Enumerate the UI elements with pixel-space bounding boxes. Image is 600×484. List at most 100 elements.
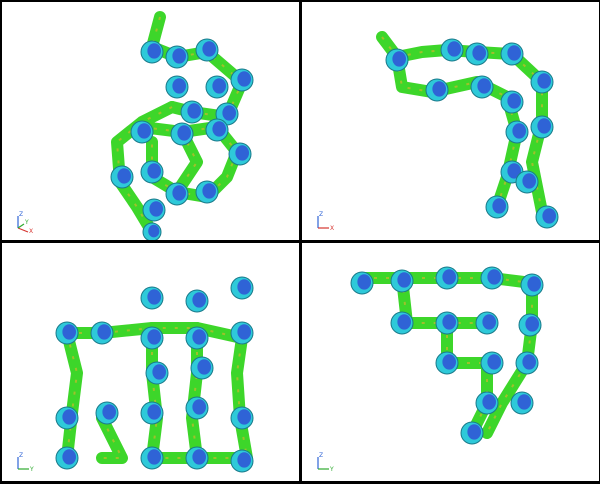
node-blob-core [442,354,457,370]
node-blob-core [507,163,522,179]
node-blob-core [537,118,552,134]
node-blob-core [187,103,202,119]
node-blob-core [62,324,77,340]
node-blob-core [442,314,457,330]
z-axis-label: Z [19,452,23,459]
tube-segment [396,272,493,329]
node-blob-core [237,71,252,87]
node-blob-core [197,359,212,375]
z-axis-label: Z [319,452,323,459]
node-blob-core [237,324,252,340]
node-blob-core [149,201,164,217]
node-blob-core [202,183,217,199]
node-blob-core [212,78,227,94]
node-blob-core [537,73,552,89]
y-axis-label: Y [24,219,29,226]
molecular-structure-render[interactable] [302,2,599,240]
node-blob-core [482,394,497,410]
node-blob-core [147,289,162,305]
tube-highlight [141,125,239,199]
node-blob-core [62,409,77,425]
viewport-bottom-left[interactable]: Z Y [2,243,299,481]
node-blob-core [507,45,522,61]
node-blob-core [522,354,537,370]
axis-triad: Z Y [317,452,334,473]
tube-highlight [115,106,173,233]
molecular-structure-render[interactable] [2,2,299,240]
node-blob-core [522,173,537,189]
node-blob-core [172,185,187,201]
molecular-structure-render[interactable] [302,243,599,481]
structure-group [110,11,254,240]
node-blob-core [192,449,207,465]
node-blob-core [172,78,187,94]
node-blob-core [172,48,187,64]
node-blob-core [147,329,162,345]
node-blob-core [147,404,162,420]
structure-group [350,266,544,445]
tube-segment [391,51,523,213]
tube-highlight [101,417,124,459]
node-blob-core [192,399,207,415]
tube-highlight [66,332,79,459]
x-axis-label: X [330,225,334,232]
node-blob-core [237,279,252,295]
node-blob-core [392,51,407,67]
node-blob-core [147,163,162,179]
viewport-top-left[interactable]: Z Y X [2,2,299,240]
x-axis-label: X [29,228,33,234]
node-blob-core [472,45,487,61]
node-blob-core [202,41,217,57]
node-blob-core [212,121,227,137]
node-blob-core [525,316,540,332]
node-blob-core [482,314,497,330]
node-blob-core [235,145,250,161]
y-axis-label: Y [329,466,334,473]
node-blob-core [117,168,132,184]
node-blob-core [507,93,522,109]
x-axis-line [17,227,29,233]
viewport-bottom-right[interactable]: Z Y [302,243,599,481]
y-axis-label: Y [29,466,34,473]
node-blob-core [542,208,557,224]
node-blob-core [222,105,237,121]
node-blob-core [467,424,482,440]
node-blob-core [397,272,412,288]
node-blob-core [152,364,167,380]
node-blob-core [477,78,492,94]
node-blob-core [62,449,77,465]
node-blob-core [517,394,532,410]
structure-group [376,31,559,229]
node-blob-core [237,409,252,425]
structure-group [55,276,254,473]
node-blob-core [192,329,207,345]
node-blob-core [397,314,412,330]
node-blob-core [148,224,160,238]
node-blob-core [487,354,502,370]
node-blob-core [487,269,502,285]
node-blob-core [442,269,457,285]
axis-triad: Z X [317,211,334,232]
axis-triad: Z Y X [17,211,33,234]
tube-highlight [381,36,543,213]
node-blob-core [102,404,117,420]
tube-highlight [446,323,488,434]
node-blob-core [447,41,462,57]
tube-highlight [190,328,198,459]
z-axis-label: Z [319,211,323,218]
node-blob-core [527,276,542,292]
node-blob-core [97,324,112,340]
node-blob-core [147,449,162,465]
node-blob-core [492,198,507,214]
node-blob-core [177,125,192,141]
node-blob-core [147,43,162,59]
node-blob-core [237,452,252,468]
node-blob-core [432,81,447,97]
molecular-structure-render[interactable] [2,243,299,481]
viewport-top-right[interactable]: Z X [302,2,599,240]
node-blob-core [512,123,527,139]
node-blob-core [137,123,152,139]
node-blob-core [357,274,372,290]
y-axis-line [17,223,25,229]
